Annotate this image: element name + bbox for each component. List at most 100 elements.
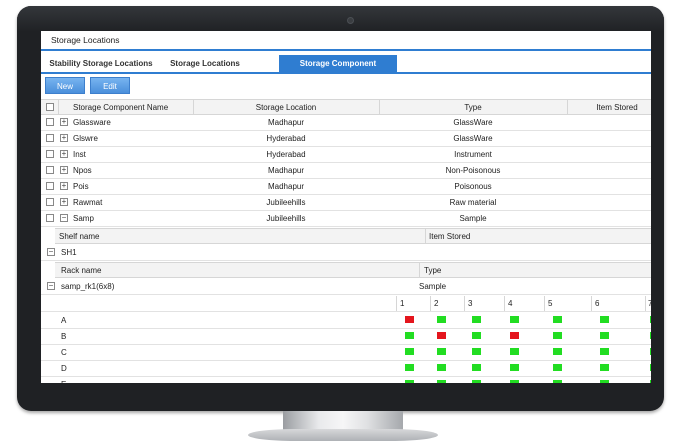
table-row[interactable]: + Npos Madhapur Non-Poisonous [41, 163, 651, 179]
table-row[interactable]: + Pois Madhapur Poisonous [41, 179, 651, 195]
expand-icon[interactable]: + [60, 165, 68, 174]
slot-occupied[interactable] [405, 316, 414, 323]
row-location: Madhapur [267, 182, 305, 191]
col-header-item-stored[interactable]: Item Stored [596, 103, 638, 112]
slot-empty[interactable] [437, 380, 446, 383]
col-header-shelf-item-stored[interactable]: Item Stored [429, 232, 471, 241]
slot-occupied[interactable] [510, 332, 519, 339]
edit-button[interactable]: Edit [90, 77, 130, 94]
col-header-name[interactable]: Storage Component Name [73, 103, 169, 112]
slot-empty[interactable] [553, 364, 562, 371]
slot-empty[interactable] [472, 364, 481, 371]
expand-icon[interactable]: + [60, 181, 68, 190]
row-type: Sample [459, 214, 487, 223]
table-row[interactable]: − Samp Jubileehills Sample [41, 211, 651, 227]
tab-bar: Stability Storage Locations Storage Loca… [41, 55, 651, 74]
slot-empty[interactable] [405, 380, 414, 383]
slot-empty[interactable] [405, 332, 414, 339]
slot-empty[interactable] [553, 332, 562, 339]
slot-col-label: 4 [508, 299, 513, 308]
row-checkbox[interactable] [46, 166, 54, 174]
col-header-rack-type[interactable]: Type [424, 266, 442, 275]
rack-row[interactable]: − samp_rk1(6x8) Sample [41, 279, 651, 295]
tab-storage-locations[interactable]: Storage Locations [170, 59, 240, 68]
expand-icon[interactable]: + [60, 133, 68, 142]
tab-stability-storage-locations[interactable]: Stability Storage Locations [49, 59, 153, 68]
table-row[interactable]: + Rawmat Jubileehills Raw material [41, 195, 651, 211]
collapse-icon[interactable]: − [47, 281, 55, 290]
slot-empty[interactable] [472, 380, 481, 383]
row-checkbox[interactable] [46, 214, 54, 222]
row-checkbox[interactable] [46, 134, 54, 142]
expand-icon[interactable]: + [60, 149, 68, 158]
slot-empty[interactable] [510, 348, 519, 355]
row-type: GlassWare [453, 118, 493, 127]
slot-row: C [41, 345, 651, 361]
row-type: Non-Poisonous [445, 166, 501, 175]
grid-header: Storage Component Name Storage Location … [41, 99, 651, 115]
slot-empty[interactable] [600, 380, 609, 383]
slot-empty[interactable] [553, 380, 562, 383]
slot-empty[interactable] [553, 316, 562, 323]
slot-empty[interactable] [472, 316, 481, 323]
slot-empty[interactable] [472, 348, 481, 355]
slot-occupied[interactable] [437, 332, 446, 339]
table-row[interactable]: + Glswre Hyderabad GlassWare [41, 131, 651, 147]
slot-empty[interactable] [437, 316, 446, 323]
shelf-row[interactable]: − SH1 [41, 245, 651, 261]
slot-col-label: 2 [434, 299, 439, 308]
slot-empty[interactable] [650, 348, 651, 355]
row-name: Rawmat [73, 198, 103, 207]
slot-empty[interactable] [472, 332, 481, 339]
row-location: Madhapur [267, 166, 305, 175]
rack-name: samp_rk1(6x8) [61, 282, 115, 291]
collapse-icon[interactable]: − [60, 213, 68, 222]
col-header-rack-name[interactable]: Rack name [61, 266, 102, 275]
slot-empty[interactable] [510, 380, 519, 383]
row-checkbox[interactable] [46, 182, 54, 190]
col-header-type[interactable]: Type [464, 103, 482, 112]
shelf-name: SH1 [61, 248, 77, 257]
slot-empty[interactable] [437, 348, 446, 355]
col-header-shelf-name[interactable]: Shelf name [59, 232, 100, 241]
slot-empty[interactable] [437, 364, 446, 371]
row-name: Glassware [73, 118, 111, 127]
slot-row: D [41, 361, 651, 377]
row-checkbox[interactable] [46, 118, 54, 126]
select-all-checkbox[interactable] [46, 103, 54, 111]
slot-empty[interactable] [650, 332, 651, 339]
slot-empty[interactable] [600, 332, 609, 339]
slot-empty[interactable] [510, 316, 519, 323]
row-checkbox[interactable] [46, 150, 54, 158]
slot-row-label: A [61, 316, 67, 325]
collapse-icon[interactable]: − [47, 247, 55, 256]
slot-row: B [41, 329, 651, 345]
new-button[interactable]: New [45, 77, 85, 94]
expand-icon[interactable]: + [60, 117, 68, 126]
slot-empty[interactable] [650, 316, 651, 323]
slot-empty[interactable] [650, 380, 651, 383]
row-location: Jubileehills [266, 198, 306, 207]
row-location: Hyderabad [266, 150, 306, 159]
slot-empty[interactable] [553, 348, 562, 355]
row-checkbox[interactable] [46, 198, 54, 206]
webcam-icon [347, 17, 354, 24]
slot-empty[interactable] [650, 364, 651, 371]
slot-row: A [41, 313, 651, 329]
slot-empty[interactable] [405, 348, 414, 355]
slot-empty[interactable] [510, 364, 519, 371]
table-row[interactable]: + Glassware Madhapur GlassWare [41, 115, 651, 131]
rack-grid-header: Rack name Type [55, 262, 651, 278]
col-header-location[interactable]: Storage Location [255, 103, 317, 112]
slot-empty[interactable] [405, 364, 414, 371]
slot-empty[interactable] [600, 348, 609, 355]
expand-icon[interactable]: + [60, 197, 68, 206]
row-name: Samp [73, 214, 94, 223]
slot-empty[interactable] [600, 364, 609, 371]
table-row[interactable]: + Inst Hyderabad Instrument [41, 147, 651, 163]
slot-empty[interactable] [600, 316, 609, 323]
row-location: Hyderabad [266, 134, 306, 143]
monitor-stand-neck [283, 411, 403, 431]
tab-storage-component[interactable]: Storage Component [279, 55, 397, 72]
row-type: GlassWare [453, 134, 493, 143]
